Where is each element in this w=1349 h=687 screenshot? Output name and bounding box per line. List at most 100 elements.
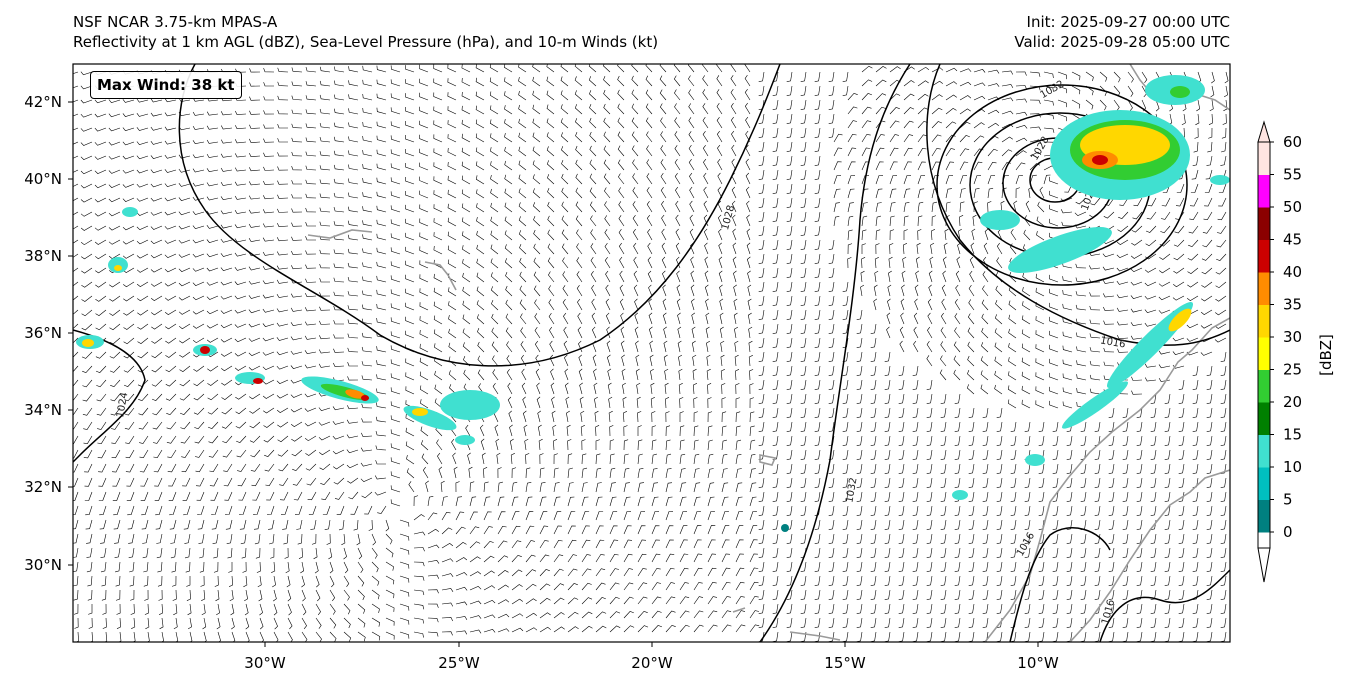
wind-barb [461, 91, 471, 101]
wind-barb [693, 397, 698, 409]
wind-barb [735, 553, 744, 563]
wind-barb [1043, 127, 1055, 133]
wind-barb [931, 215, 937, 227]
wind-barb [747, 284, 752, 297]
wind-barb [376, 317, 387, 325]
wind-barb [1049, 400, 1059, 409]
wind-barb [719, 298, 724, 311]
wind-barb [617, 131, 625, 143]
wind-barb [875, 79, 887, 87]
wind-barb [987, 161, 997, 171]
wind-barb [249, 68, 261, 73]
wind-barb [940, 449, 947, 460]
wind-barb [490, 272, 499, 283]
wind-barb [124, 421, 135, 430]
wind-barb [201, 603, 206, 616]
wind-barb [548, 299, 555, 311]
wind-barb [1145, 253, 1157, 260]
wind-barb [749, 624, 760, 633]
wind-barb [405, 148, 415, 157]
wind-barb [679, 425, 685, 437]
wind-barb [461, 203, 471, 213]
wind-barb [940, 603, 947, 614]
wind-barb [195, 463, 205, 473]
wind-barb [277, 222, 289, 228]
wind-barb [277, 81, 289, 87]
wind-barb [1164, 617, 1171, 628]
wind-barb [481, 452, 486, 465]
wind-barb [903, 175, 912, 185]
wind-barb [1094, 547, 1101, 558]
wind-barb [1159, 239, 1171, 247]
wind-barb [550, 382, 555, 395]
wind-barb [80, 211, 93, 217]
wind-barb [122, 239, 135, 245]
wind-barb [982, 285, 989, 297]
wind-barb [192, 239, 205, 244]
wind-barb [84, 491, 93, 501]
wind-barb [448, 356, 457, 367]
wind-barb [721, 425, 727, 437]
wind-barb [1150, 533, 1157, 544]
wind-barb [304, 321, 317, 326]
wind-barb [166, 421, 177, 430]
wind-barb [659, 89, 667, 101]
wind-barb [1215, 309, 1227, 316]
wind-barb [475, 105, 485, 115]
wind-barb [603, 159, 611, 171]
wind-barb [576, 257, 583, 269]
wind-barb [169, 505, 177, 516]
wind-barb [1080, 505, 1087, 516]
wind-barb [662, 284, 667, 297]
wind-barb [483, 540, 494, 549]
wind-barb [73, 589, 79, 601]
wind-barb [702, 131, 709, 143]
wind-barb [94, 225, 107, 231]
wind-barb [814, 309, 821, 320]
wind-barb [165, 337, 177, 344]
wind-barb [1029, 151, 1042, 157]
wind-barb [192, 196, 205, 201]
wind-barb [631, 117, 639, 129]
wind-barb [814, 575, 821, 586]
wind-barb [772, 183, 779, 194]
wind-barb [361, 418, 373, 423]
wind-barb [772, 393, 779, 404]
wind-barb [441, 617, 453, 622]
wind-barb [504, 91, 513, 101]
wind-barb [575, 187, 583, 199]
wind-barb [81, 309, 93, 317]
wind-barb [590, 215, 597, 227]
wind-barb [348, 150, 359, 157]
wind-barb [1116, 294, 1129, 299]
wind-barb [441, 573, 454, 577]
wind-barb [661, 228, 667, 241]
wind-barb [1071, 85, 1081, 95]
wind-barb [982, 477, 989, 488]
wind-barb [376, 79, 387, 87]
wind-barb [581, 439, 586, 451]
wind-barb [758, 421, 765, 432]
wind-barb [576, 243, 583, 255]
wind-barb [206, 196, 219, 201]
wind-barb [941, 298, 947, 311]
wind-barb [150, 169, 163, 174]
wind-barb [917, 147, 927, 157]
wind-barb [996, 603, 1003, 614]
wind-barb [234, 323, 247, 328]
wind-barb [560, 118, 569, 129]
wind-barb [651, 511, 660, 521]
wind-barb [553, 482, 560, 493]
wind-barb [139, 449, 149, 459]
colorbar-tick-label: 35 [1283, 296, 1302, 314]
wind-barb [348, 66, 359, 73]
wind-barb [1196, 99, 1201, 112]
wind-barb [800, 575, 807, 586]
wind-barb [679, 567, 689, 577]
wind-barb [518, 118, 527, 129]
wind-barb [940, 533, 947, 544]
wind-barb [291, 180, 303, 185]
wind-barb [249, 435, 261, 443]
wind-barb [577, 298, 583, 311]
